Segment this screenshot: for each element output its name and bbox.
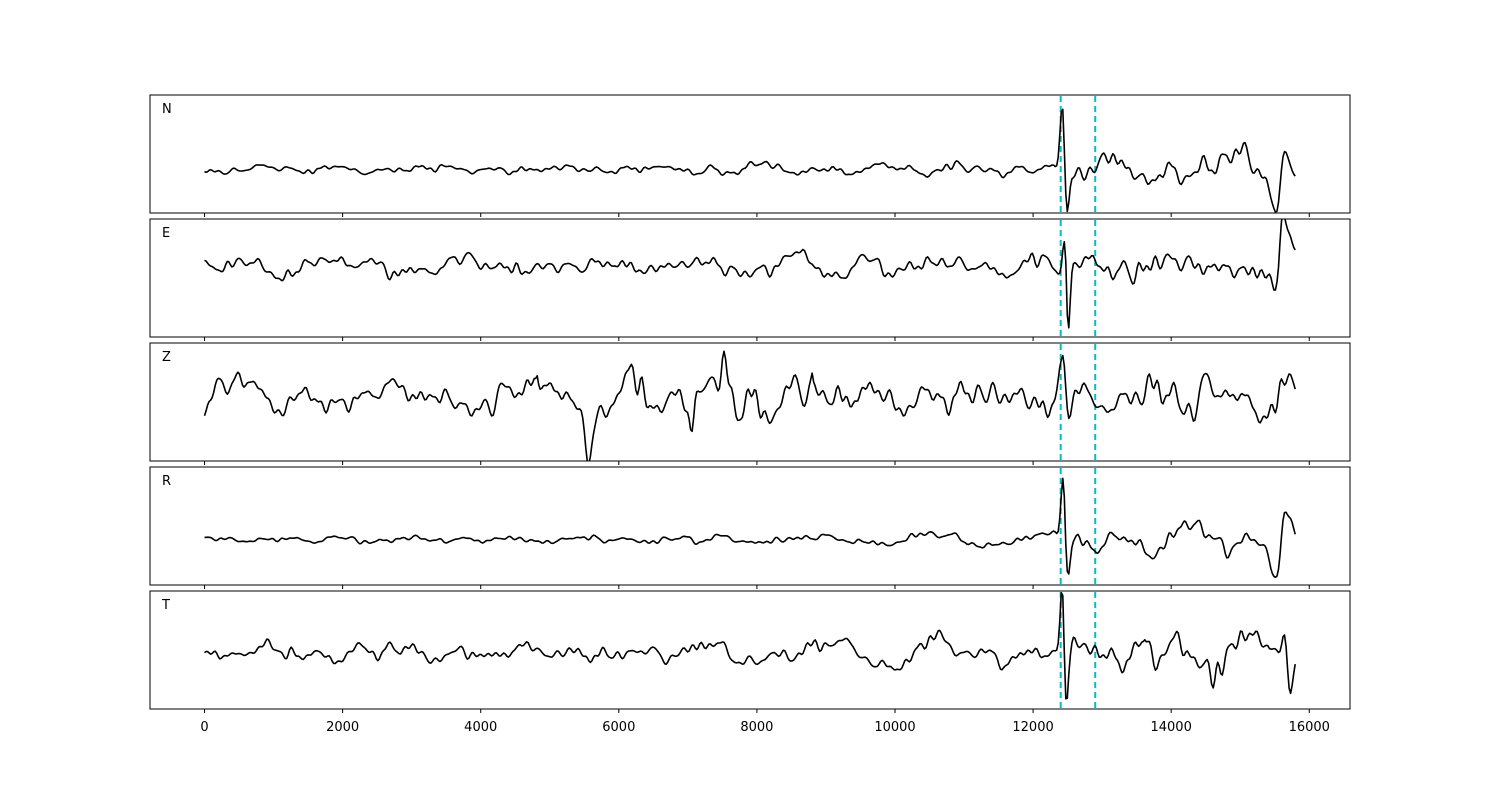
x-tick-label: 14000 — [1150, 720, 1191, 735]
panel-R: R — [149, 466, 1351, 589]
panel-frame — [149, 94, 1351, 214]
x-tick-label: 10000 — [874, 720, 915, 735]
panel-frame — [149, 590, 1351, 710]
panel-Z: Z — [149, 342, 1351, 465]
x-tick-label: 8000 — [740, 720, 773, 735]
panel-frame — [149, 218, 1351, 338]
panel-N: N — [149, 94, 1351, 217]
x-tick-label: 12000 — [1012, 720, 1053, 735]
panel-T: T — [149, 590, 1351, 713]
waveform-T — [204, 591, 1296, 700]
waveform-Z — [203, 350, 1296, 461]
x-tick-label: 16000 — [1289, 720, 1330, 735]
x-ticks — [204, 709, 1310, 713]
waveform-R — [204, 477, 1296, 579]
panel-E: E — [149, 218, 1351, 341]
channel-label-Z: Z — [162, 350, 171, 365]
x-ticks — [204, 213, 1310, 217]
panel-frame — [149, 466, 1351, 586]
x-axis-labels: 0 2000 4000 6000 8000 10000 12000 14000 16000 — [200, 720, 1330, 735]
channel-label-E: E — [162, 226, 170, 241]
x-ticks — [204, 461, 1310, 465]
channel-label-T: T — [161, 598, 170, 613]
x-tick-label: 6000 — [602, 720, 635, 735]
channel-label-R: R — [162, 474, 171, 489]
waveform-N — [204, 108, 1296, 213]
waveform-E — [204, 219, 1296, 329]
x-tick-label: 0 — [200, 720, 208, 735]
x-tick-label: 4000 — [464, 720, 497, 735]
channel-label-N: N — [162, 102, 172, 117]
panel-frame — [149, 342, 1351, 462]
x-ticks — [204, 337, 1310, 341]
x-ticks — [204, 585, 1310, 589]
x-tick-label: 2000 — [326, 720, 359, 735]
